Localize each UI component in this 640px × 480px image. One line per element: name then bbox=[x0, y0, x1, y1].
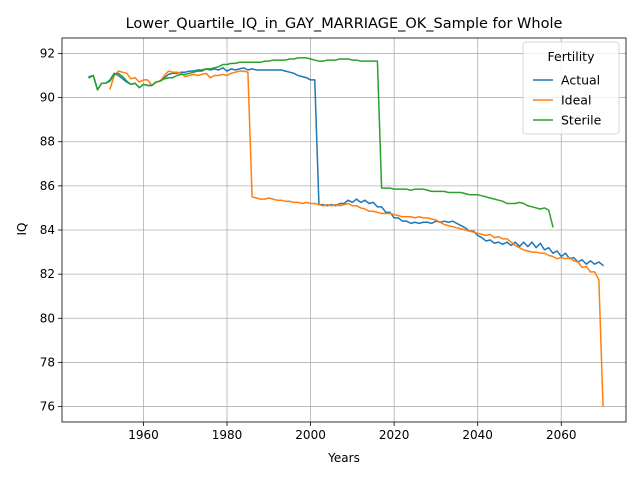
y-tick-label: 76 bbox=[40, 400, 55, 414]
y-tick-label: 90 bbox=[40, 91, 55, 105]
chart-title: Lower_Quartile_IQ_in_GAY_MARRIAGE_OK_Sam… bbox=[126, 16, 563, 32]
x-tick-label: 2000 bbox=[295, 428, 326, 442]
y-tick-label: 80 bbox=[40, 311, 55, 325]
legend-label-ideal: Ideal bbox=[561, 93, 591, 108]
legend-label-actual: Actual bbox=[561, 73, 600, 88]
x-tick-label: 2060 bbox=[546, 428, 577, 442]
x-tick-label: 1960 bbox=[128, 428, 159, 442]
x-tick-label: 1980 bbox=[212, 428, 243, 442]
legend-box bbox=[522, 41, 620, 135]
y-tick-label: 86 bbox=[40, 179, 55, 193]
legend: Fertility Actual Ideal Sterile bbox=[522, 41, 620, 135]
y-axis-label: IQ bbox=[15, 223, 29, 236]
y-tick-label: 78 bbox=[40, 355, 55, 369]
x-axis-label: Years bbox=[327, 451, 360, 465]
series-lines bbox=[88, 57, 605, 407]
series-line-ideal bbox=[109, 70, 604, 407]
series-line-sterile bbox=[88, 57, 554, 228]
y-tick-label: 82 bbox=[40, 267, 55, 281]
x-axis: 1960 1980 2000 2020 2040 2060 bbox=[128, 422, 577, 442]
y-tick-label: 84 bbox=[40, 223, 55, 237]
y-tick-label: 92 bbox=[40, 46, 55, 60]
y-tick-label: 88 bbox=[40, 135, 55, 149]
legend-label-sterile: Sterile bbox=[561, 113, 602, 128]
legend-title: Fertility bbox=[548, 49, 596, 64]
grid bbox=[62, 38, 626, 422]
series-line-actual bbox=[88, 67, 605, 267]
x-tick-label: 2020 bbox=[379, 428, 410, 442]
x-tick-label: 2040 bbox=[462, 428, 493, 442]
y-axis: 76 78 80 82 84 86 88 90 92 bbox=[40, 46, 62, 414]
